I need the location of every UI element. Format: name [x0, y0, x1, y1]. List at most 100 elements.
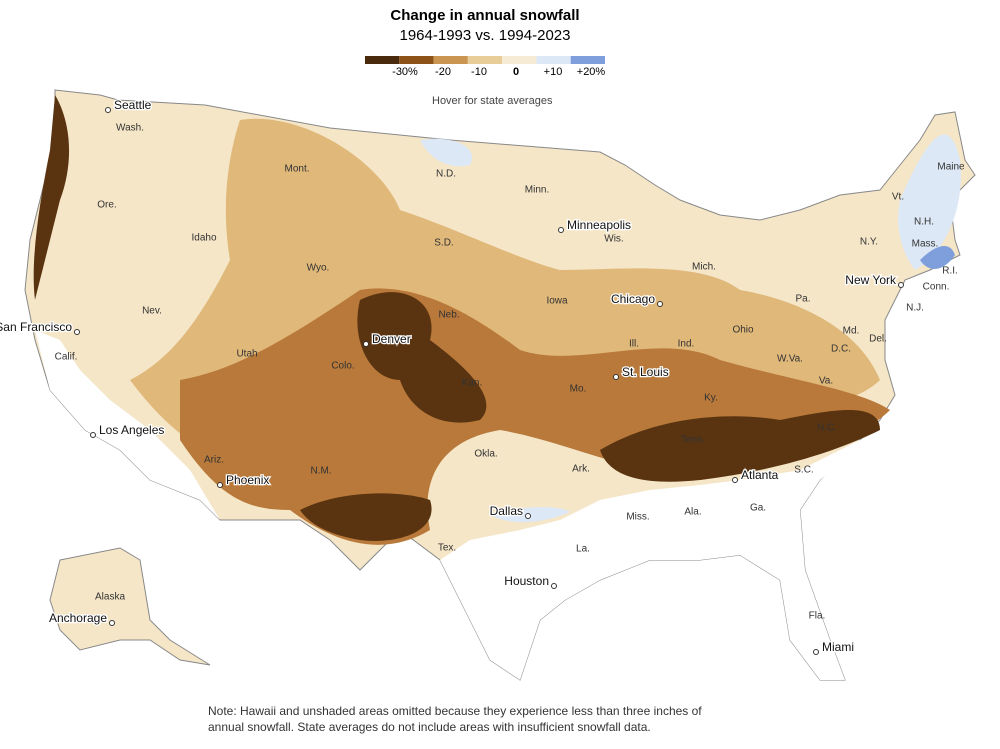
legend-label: +10 [544, 66, 563, 78]
state-label: N.D. [436, 169, 456, 180]
city-dot [109, 620, 115, 626]
state-label: Neb. [438, 310, 459, 321]
state-label: Minn. [525, 185, 549, 196]
city-label: Chicago [611, 292, 655, 306]
legend-label: 0 [513, 66, 519, 78]
legend: -30% -20 -10 0 +10 +20% [365, 56, 605, 78]
state-label: Ga. [750, 503, 766, 514]
note: Note: Hawaii and unshaded areas omitted … [208, 704, 702, 734]
state-label: Conn. [923, 282, 950, 293]
subtitle: 1964-1993 vs. 1994-2023 [400, 27, 571, 44]
state-label: Mo. [570, 384, 587, 395]
state-label: N.J. [906, 303, 924, 314]
city-label: New York [845, 273, 897, 287]
state-label: Wash. [116, 123, 144, 134]
state-label: Vt. [892, 192, 904, 203]
legend-label: +20% [577, 66, 606, 78]
city-label: Phoenix [226, 473, 269, 487]
city-dot [613, 374, 619, 380]
legend-swatch [433, 56, 468, 64]
state-label: W.Va. [777, 354, 803, 365]
city-dot [732, 477, 738, 483]
state-label: N.H. [914, 217, 934, 228]
city-label: Minneapolis [567, 218, 631, 232]
hint[interactable]: Hover for state averages [432, 95, 553, 107]
state-label: Md. [843, 326, 860, 337]
state-label: Colo. [331, 361, 354, 372]
state-label: R.I. [942, 266, 958, 277]
city-dot [217, 482, 223, 488]
city-dot [74, 329, 80, 335]
legend-swatch [502, 56, 537, 64]
city-dot [898, 282, 904, 288]
legend-swatch [399, 56, 434, 64]
city-dot [525, 513, 531, 519]
city-label: Anchorage [49, 611, 107, 625]
state-label: Idaho [191, 233, 216, 244]
state-label: S.C. [794, 465, 813, 476]
city-label: Dallas [490, 504, 523, 518]
legend-label: -30% [392, 66, 418, 78]
state-label: Miss. [626, 512, 649, 523]
state-label: Ariz. [204, 455, 224, 466]
state-label: Ill. [629, 339, 639, 350]
legend-swatch [536, 56, 571, 64]
city-dot [90, 432, 96, 438]
state-label: Tenn. [681, 435, 705, 446]
state-label: Va. [819, 376, 833, 387]
state-label: Fla. [809, 611, 826, 622]
city-label: Denver [372, 332, 411, 346]
state-label: Kan. [462, 378, 483, 389]
state-label: N.Y. [860, 237, 878, 248]
legend-label: -10 [471, 66, 487, 78]
city-dot [813, 649, 819, 655]
labels: Seattle San Francisco Los Angeles Phoenix De… [0, 97, 965, 656]
state-label: Ky. [704, 393, 718, 404]
state-label: Ala. [684, 507, 701, 518]
state-label: Ohio [732, 325, 754, 336]
map-shapes [24, 89, 976, 681]
state-label: Mich. [692, 262, 716, 273]
state-label: Alaska [95, 592, 125, 603]
state-label: Wyo. [307, 263, 330, 274]
state-label: Ark. [572, 464, 590, 475]
city-dot [558, 227, 564, 233]
state-label: N.M. [310, 466, 331, 477]
city-dot [363, 341, 369, 347]
title: Change in annual snowfall [390, 7, 579, 24]
state-label: Del. [869, 334, 887, 345]
legend-swatch [570, 56, 605, 64]
state-label: Utah [236, 349, 257, 360]
city-dot [105, 107, 111, 113]
state-label: Pa. [795, 294, 810, 305]
state-label: Ore. [97, 200, 116, 211]
state-label: D.C. [831, 344, 851, 355]
state-label: Maine [937, 162, 965, 173]
state-label: La. [576, 544, 590, 555]
city-dot [551, 583, 557, 589]
state-label: Iowa [546, 296, 568, 307]
city-label: Seattle [114, 98, 152, 112]
state-label: Nev. [142, 306, 162, 317]
legend-label: -20 [435, 66, 451, 78]
city-label: Atlanta [741, 468, 779, 482]
city-dot [657, 301, 663, 307]
state-label: Ind. [678, 339, 695, 350]
legend-swatch [365, 56, 400, 64]
city-label: Los Angeles [99, 423, 164, 437]
state-label: Wis. [604, 234, 623, 245]
state-label: Calif. [55, 352, 78, 363]
state-label: Okla. [474, 449, 497, 460]
state-label: Tex. [438, 543, 456, 554]
state-label: Mass. [912, 239, 939, 250]
city-label: Miami [822, 640, 854, 654]
state-label: N.C. [817, 423, 837, 434]
city-label: San Francisco [0, 320, 72, 334]
state-label: S.D. [434, 238, 453, 249]
city-label: Houston [504, 574, 549, 588]
legend-swatch [467, 56, 503, 64]
state-label: Mont. [284, 164, 309, 175]
city-label: St. Louis [622, 365, 669, 379]
